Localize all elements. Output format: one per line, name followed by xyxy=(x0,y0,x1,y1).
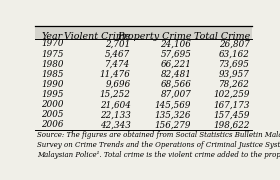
Text: 26,807: 26,807 xyxy=(219,39,250,48)
Text: 15,252: 15,252 xyxy=(100,90,130,99)
Text: 145,569: 145,569 xyxy=(155,100,191,109)
Text: 2006: 2006 xyxy=(41,120,64,129)
Text: Year: Year xyxy=(41,32,63,41)
Text: 1985: 1985 xyxy=(41,70,64,79)
Text: 1975: 1975 xyxy=(41,50,64,59)
Text: 1970: 1970 xyxy=(41,39,64,48)
Text: 9,696: 9,696 xyxy=(105,80,130,89)
Text: 1995: 1995 xyxy=(41,90,64,99)
Text: 21,604: 21,604 xyxy=(100,100,130,109)
Text: 11,476: 11,476 xyxy=(100,70,130,79)
Text: 2005: 2005 xyxy=(41,110,64,119)
Text: 66,221: 66,221 xyxy=(160,60,191,69)
Text: 68,566: 68,566 xyxy=(160,80,191,89)
Text: 93,957: 93,957 xyxy=(219,70,250,79)
Text: 135,326: 135,326 xyxy=(155,110,191,119)
Text: 2000: 2000 xyxy=(41,100,64,109)
Text: 102,259: 102,259 xyxy=(213,90,250,99)
Text: 73,695: 73,695 xyxy=(219,60,250,69)
Text: 5,467: 5,467 xyxy=(105,50,130,59)
Text: Violent Crime: Violent Crime xyxy=(64,32,130,41)
Text: 156,279: 156,279 xyxy=(155,120,191,129)
Text: 24,106: 24,106 xyxy=(160,39,191,48)
Text: Total Crime: Total Crime xyxy=(193,32,250,41)
Text: 78,262: 78,262 xyxy=(219,80,250,89)
Text: 22,133: 22,133 xyxy=(100,110,130,119)
Text: 42,343: 42,343 xyxy=(100,120,130,129)
Text: Property Crime: Property Crime xyxy=(117,32,191,41)
Text: 57,695: 57,695 xyxy=(160,50,191,59)
Text: Source: The figures are obtained from Social Statistics Bulletin Malaysia, Unite: Source: The figures are obtained from So… xyxy=(37,131,280,159)
Text: 63,162: 63,162 xyxy=(219,50,250,59)
Text: 7,474: 7,474 xyxy=(105,60,130,69)
Text: 167,173: 167,173 xyxy=(213,100,250,109)
Text: 198,622: 198,622 xyxy=(213,120,250,129)
FancyBboxPatch shape xyxy=(35,26,252,39)
Text: 157,459: 157,459 xyxy=(213,110,250,119)
Text: 82,481: 82,481 xyxy=(160,70,191,79)
Text: 87,007: 87,007 xyxy=(160,90,191,99)
Text: 2,701: 2,701 xyxy=(105,39,130,48)
Text: 1980: 1980 xyxy=(41,60,64,69)
Text: 1990: 1990 xyxy=(41,80,64,89)
